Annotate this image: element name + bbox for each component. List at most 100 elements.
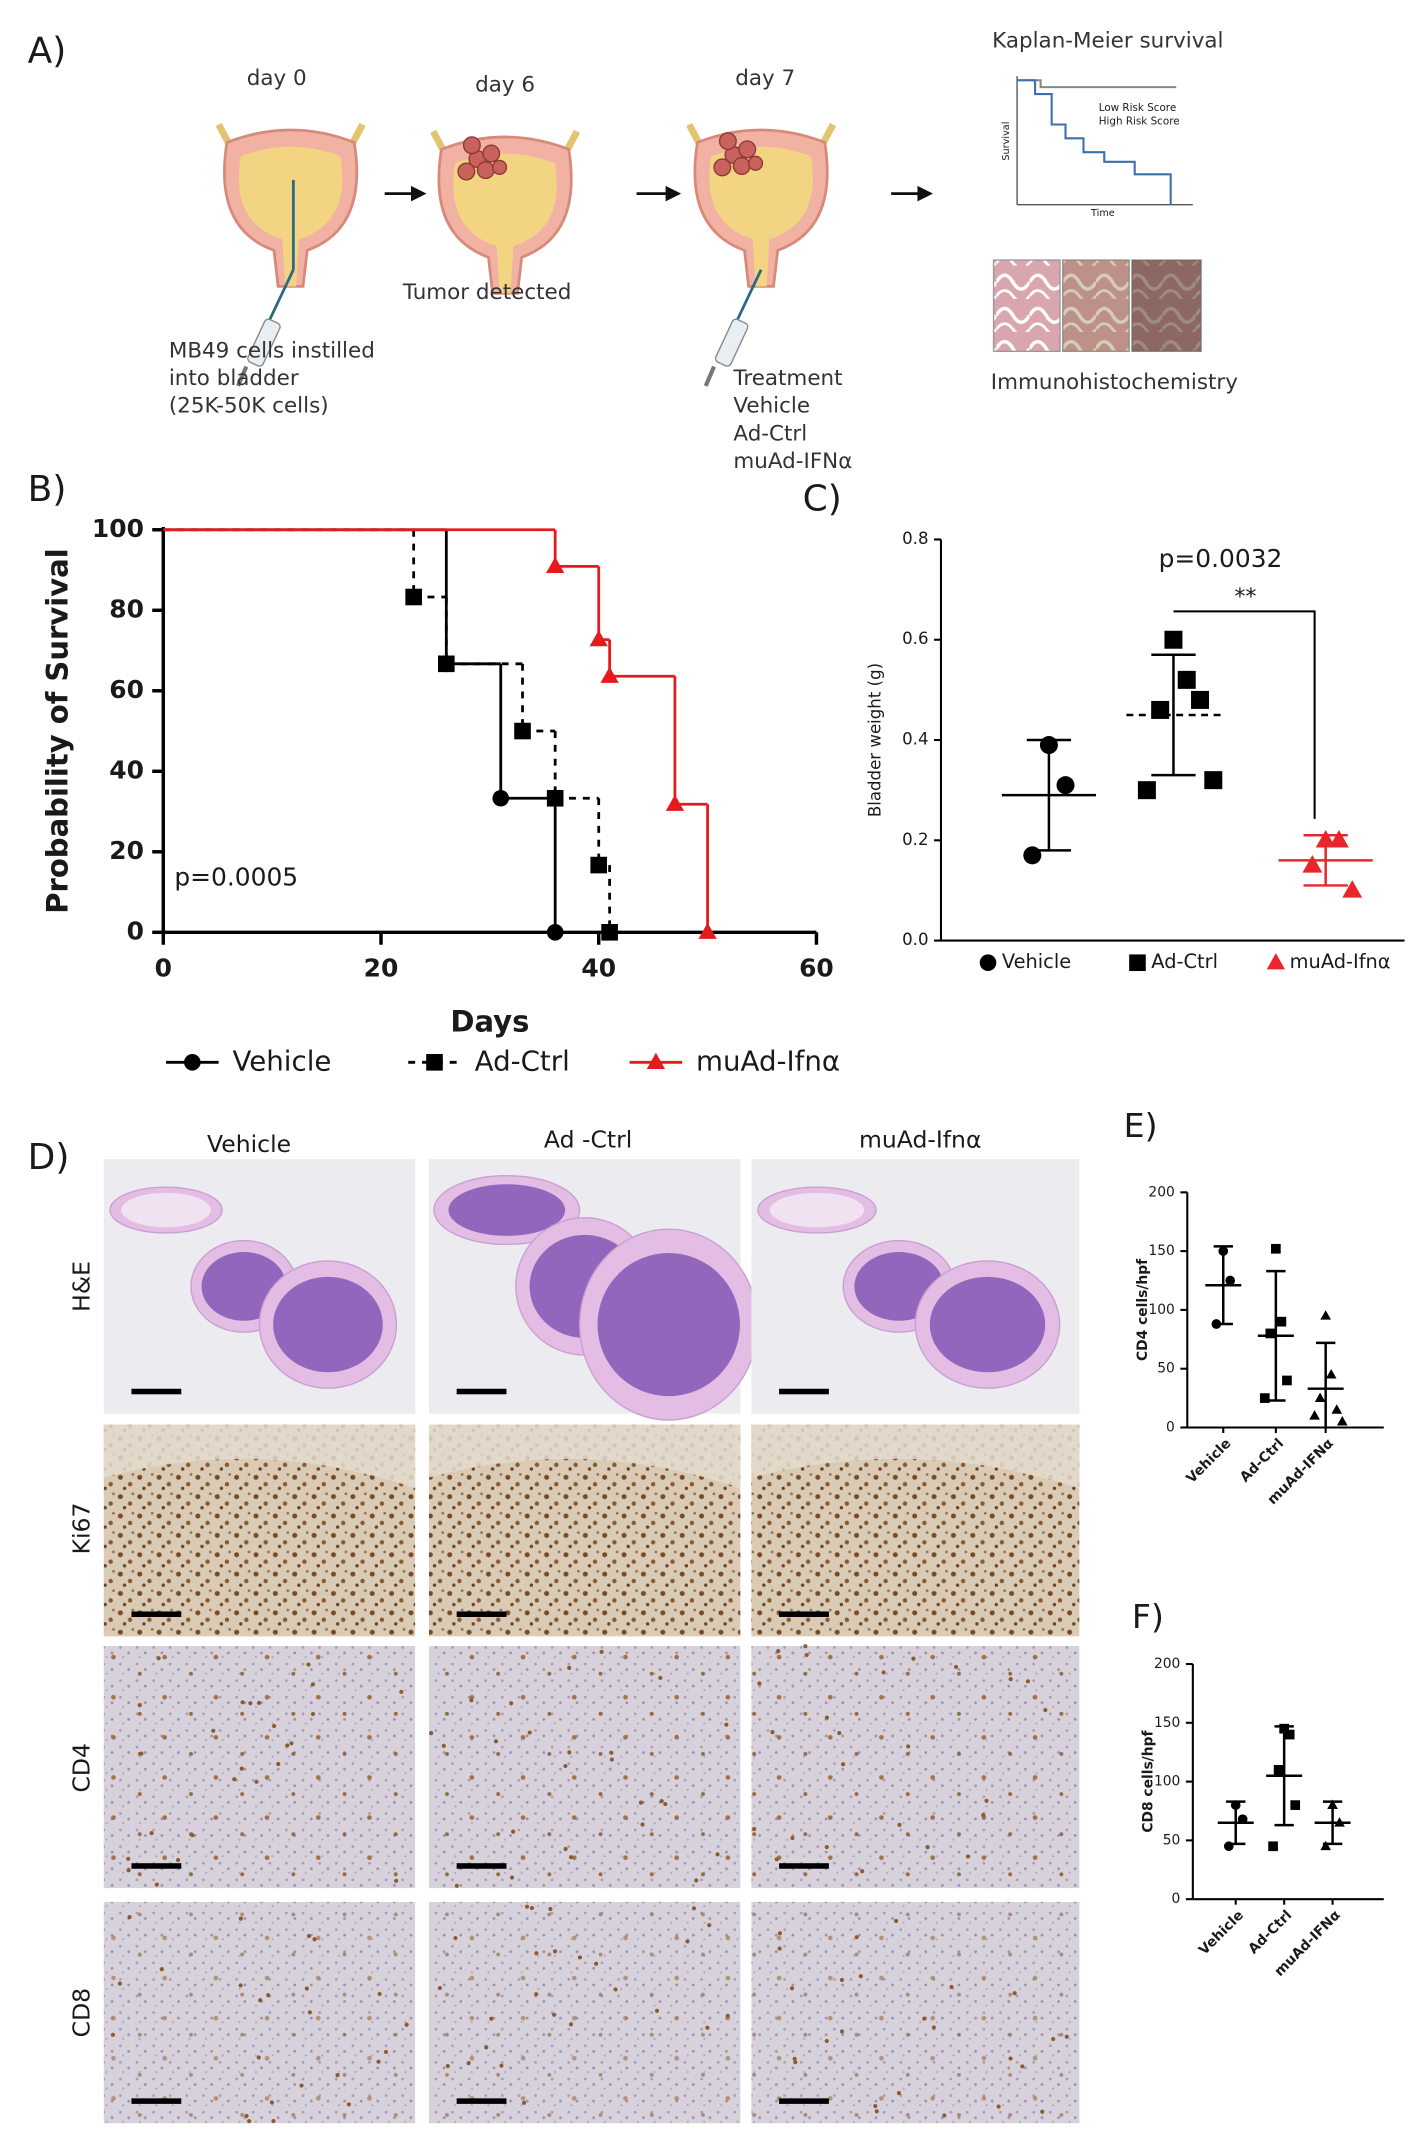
stain-dot xyxy=(499,2063,504,2068)
scale-bar xyxy=(456,1863,507,1869)
stain-dot xyxy=(306,1933,311,1939)
stain-dot xyxy=(707,1923,712,1928)
y-tick-label: 0 xyxy=(127,916,144,945)
stain-dot xyxy=(159,1967,164,1972)
stain-dot xyxy=(837,1730,842,1736)
stain-dot xyxy=(568,1855,574,1860)
stain-dot xyxy=(824,1845,829,1850)
annotation: ** xyxy=(1234,584,1256,610)
step-caption: Vehicle xyxy=(733,394,810,419)
stain-dot xyxy=(552,2012,557,2017)
stain-dot xyxy=(609,1750,614,1755)
tissue-edge xyxy=(751,1424,1080,1489)
stain-dot xyxy=(346,2102,351,2107)
error-bar xyxy=(1303,834,1348,887)
error-bar xyxy=(1226,1800,1246,1846)
stain-dot xyxy=(854,1935,859,1940)
y-tick-label: 0 xyxy=(1172,1891,1181,1907)
stain-dot xyxy=(534,1951,539,1956)
stain-dot xyxy=(803,1644,808,1649)
bladder-icon xyxy=(433,131,577,293)
marker xyxy=(979,954,997,972)
stain xyxy=(428,1646,741,1889)
marker xyxy=(426,1054,443,1071)
stain-dot xyxy=(577,1955,582,1960)
stain-dot xyxy=(1040,2109,1045,2114)
stain-dot xyxy=(399,1689,404,1694)
stain-dot xyxy=(925,1845,930,1850)
stain-dot xyxy=(770,1730,775,1735)
stain-dot xyxy=(567,1665,572,1670)
marker xyxy=(1309,1410,1320,1420)
scale-bar xyxy=(779,1863,829,1869)
marker xyxy=(1177,670,1196,689)
stain xyxy=(751,1646,1080,1889)
marker xyxy=(1314,1392,1326,1402)
step-day: day 7 xyxy=(735,66,795,91)
stain-dot xyxy=(466,2061,471,2066)
stain-dot xyxy=(441,1743,446,1748)
stain-dot xyxy=(156,1656,161,1661)
stain-dot xyxy=(154,1882,159,1887)
stain-dot xyxy=(881,1670,886,1675)
stain-dot xyxy=(860,1869,865,1874)
scale-bar xyxy=(131,2098,182,2104)
stain-dot xyxy=(568,2022,574,2027)
marker xyxy=(601,923,618,941)
tissue xyxy=(121,1192,211,1228)
column-header: Vehicle xyxy=(207,1130,291,1158)
stain-dot xyxy=(894,1918,899,1924)
y-tick-label: 50 xyxy=(1163,1832,1181,1848)
stain-dot xyxy=(640,1822,645,1827)
stain-dot xyxy=(310,1682,316,1687)
legend-label: muAd-Ifnα xyxy=(1290,950,1391,973)
stain-dot xyxy=(874,2109,879,2114)
stain-dot xyxy=(609,1757,614,1762)
stain-dot xyxy=(404,2022,409,2027)
stain-dot xyxy=(127,1914,132,1920)
stain-dot xyxy=(469,1698,474,1703)
stain-dot xyxy=(285,1743,290,1748)
stain-dot xyxy=(659,1798,664,1804)
stain-dot xyxy=(149,1831,154,1836)
row-label: H&E xyxy=(68,1261,96,1312)
marker xyxy=(492,789,510,807)
stain-dot xyxy=(841,1762,846,1767)
marker xyxy=(646,1052,666,1069)
stain-dot xyxy=(534,1992,539,1997)
stain-dot xyxy=(266,1993,271,1998)
marker xyxy=(1331,1404,1343,1414)
stain-dot xyxy=(996,2104,1001,2109)
legend-label: Vehicle xyxy=(1002,950,1071,973)
marker xyxy=(546,923,564,941)
y-tick-label: 50 xyxy=(1157,1361,1175,1377)
ihc-tiles xyxy=(992,259,1202,353)
y-tick-label: 100 xyxy=(1148,1302,1174,1318)
error-bar xyxy=(1315,1341,1336,1428)
stain-dot xyxy=(493,1739,499,1744)
x-tick-label: 0 xyxy=(155,954,172,983)
stain-dot xyxy=(126,1868,131,1873)
panel-label: F) xyxy=(1132,1597,1164,1636)
outcome-title: Immunohistochemistry xyxy=(991,370,1238,395)
y-tick-label: 0.8 xyxy=(902,529,928,548)
stain-dot xyxy=(1043,1707,1048,1713)
panel-label: C) xyxy=(803,479,842,520)
marker xyxy=(1137,781,1156,800)
marker xyxy=(184,1054,201,1071)
legend-label: Ad-Ctrl xyxy=(475,1044,570,1077)
stain-dot xyxy=(725,2013,730,2018)
marker xyxy=(546,556,565,574)
stain-dot xyxy=(137,1703,142,1708)
plot-area xyxy=(1217,1723,1351,1852)
step-caption: muAd-IFNα xyxy=(733,449,852,474)
stain-dot xyxy=(190,1833,195,1838)
stain-dot xyxy=(394,1878,399,1883)
y-tick-label: 0 xyxy=(1166,1419,1175,1435)
x-tick-label: 20 xyxy=(364,954,399,983)
stain-dot xyxy=(289,1741,294,1746)
stain-dot xyxy=(254,1779,259,1784)
stain-dot xyxy=(965,1854,971,1859)
stain-dot xyxy=(248,1701,253,1706)
stain-dot xyxy=(724,1722,729,1727)
